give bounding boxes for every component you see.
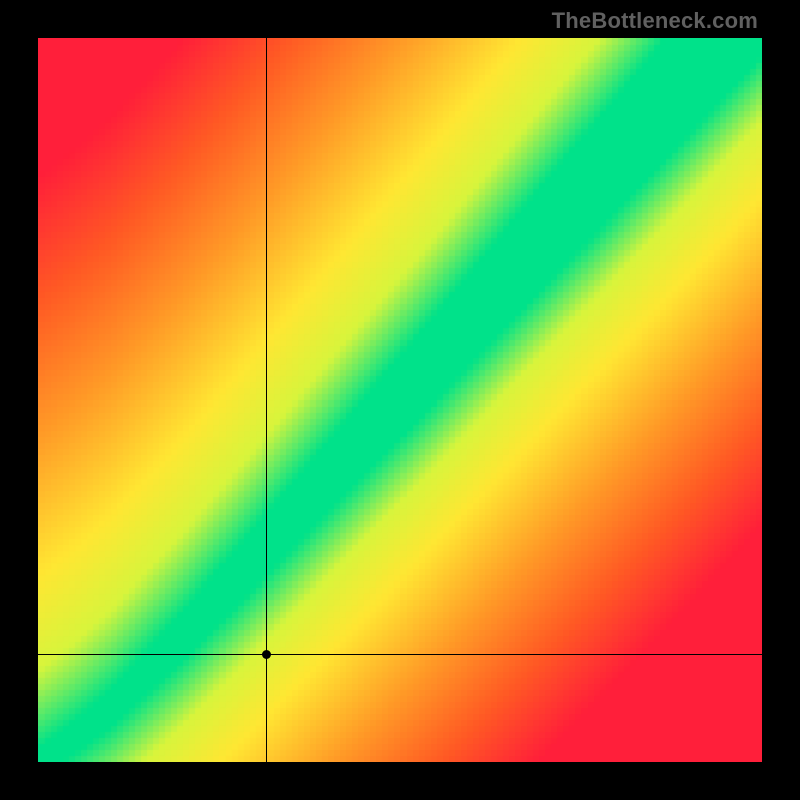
chart-frame: TheBottleneck.com [0, 0, 800, 800]
plot-area [38, 38, 762, 762]
crosshair-horizontal [38, 654, 762, 655]
crosshair-marker [262, 650, 271, 659]
watermark-text: TheBottleneck.com [552, 8, 758, 34]
